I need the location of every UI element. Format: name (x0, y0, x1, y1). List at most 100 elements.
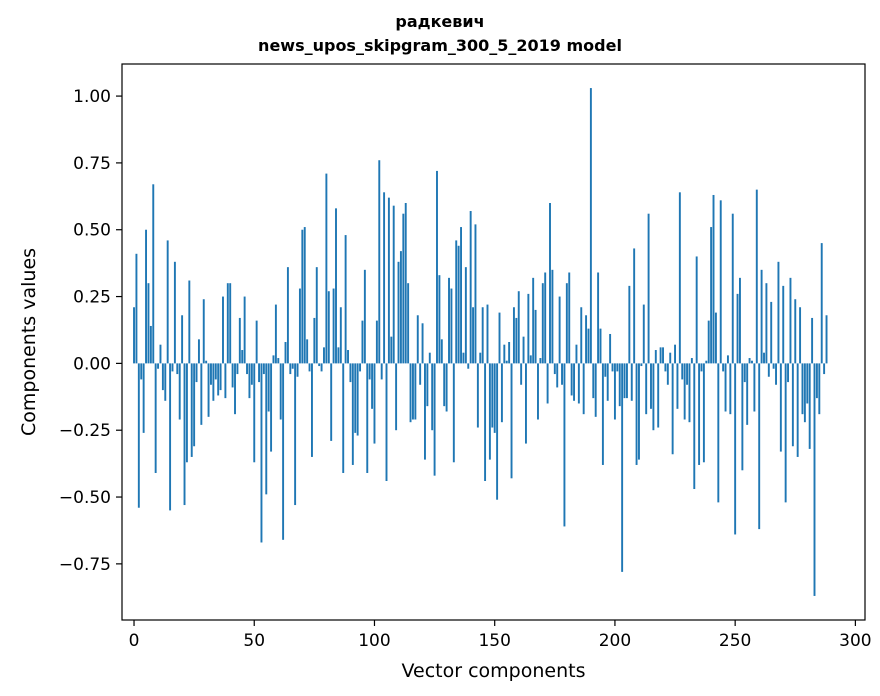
bar-46 (243, 296, 246, 364)
bar-80 (325, 173, 328, 364)
bar-182 (570, 363, 573, 396)
bar-16 (171, 363, 174, 372)
bar-233 (693, 363, 696, 490)
bar-213 (645, 363, 648, 415)
bar-119 (419, 363, 422, 385)
bar-115 (409, 363, 412, 423)
bar-140 (469, 211, 472, 364)
bar-110 (397, 261, 400, 364)
bar-244 (719, 200, 722, 364)
y-axis-label: Components values (18, 248, 40, 436)
x-tick-label: 200 (599, 631, 631, 651)
bar-186 (580, 307, 583, 364)
bar-24 (190, 363, 193, 457)
bar-285 (818, 363, 821, 415)
bar-210 (638, 363, 640, 460)
bar-224 (671, 363, 674, 455)
bar-235 (698, 363, 701, 465)
bar-147 (486, 304, 489, 364)
bar-95 (361, 320, 364, 364)
bar-199 (611, 363, 614, 372)
bar-262 (763, 352, 765, 364)
bar-47 (246, 363, 248, 375)
bar-257 (751, 360, 753, 364)
bar-129 (443, 363, 446, 407)
bar-125 (433, 363, 436, 476)
bar-114 (407, 283, 410, 364)
bar-201 (616, 363, 619, 372)
bar-48 (248, 363, 251, 399)
bar-288 (825, 315, 828, 364)
bar-281 (808, 363, 811, 449)
bar-207 (630, 363, 633, 401)
bar-49 (250, 363, 253, 385)
bar-162 (522, 336, 525, 364)
bar-42 (234, 363, 236, 415)
bar-141 (472, 307, 475, 364)
bar-256 (748, 358, 751, 364)
bar-25 (193, 363, 196, 447)
bar-203 (621, 363, 624, 572)
bar-183 (573, 363, 576, 401)
bar-245 (722, 363, 725, 372)
bar-157 (510, 363, 513, 479)
bar-193 (597, 272, 600, 364)
bar-188 (585, 315, 588, 364)
bar-105 (385, 363, 388, 481)
bar-276 (796, 363, 799, 457)
bar-248 (729, 363, 732, 415)
bar-59 (274, 304, 277, 364)
bar-272 (787, 363, 790, 383)
bar-230 (686, 363, 689, 385)
bar-187 (582, 363, 585, 415)
bar-19 (178, 363, 181, 420)
bar-212 (642, 304, 645, 364)
bar-22 (185, 363, 188, 463)
bar-270 (782, 285, 785, 364)
bar-43 (236, 363, 239, 375)
bar-178 (561, 363, 563, 385)
bar-102 (378, 160, 381, 364)
bar-184 (575, 344, 578, 364)
bar-28 (200, 363, 203, 425)
x-tick-label: 300 (839, 631, 871, 651)
bar-268 (777, 261, 780, 364)
bar-87 (342, 363, 345, 473)
bar-211 (640, 363, 643, 367)
bar-79 (323, 347, 325, 364)
bar-94 (359, 363, 362, 372)
bar-4 (142, 363, 145, 433)
bar-158 (512, 307, 515, 364)
y-tick-label: 1.00 (73, 87, 111, 107)
bar-242 (714, 312, 717, 364)
bar-253 (741, 363, 744, 471)
bar-269 (779, 363, 782, 452)
bar-75 (313, 317, 316, 364)
x-axis-label: Vector components (402, 660, 586, 682)
bar-2 (137, 363, 140, 508)
bar-29 (202, 299, 205, 364)
bar-168 (537, 363, 539, 420)
x-tick-label: 0 (129, 631, 140, 651)
bar-234 (695, 256, 698, 364)
bar-12 (161, 363, 164, 391)
bar-53 (260, 363, 263, 543)
bar-73 (308, 363, 311, 372)
bar-104 (383, 192, 386, 364)
bar-227 (678, 192, 681, 364)
bar-17 (173, 261, 176, 364)
bar-149 (491, 363, 494, 428)
bar-136 (460, 227, 462, 364)
bar-200 (613, 363, 616, 420)
bar-172 (546, 363, 549, 404)
bar-89 (347, 350, 349, 364)
bar-40 (229, 283, 232, 364)
bar-150 (493, 363, 496, 433)
bar-70 (301, 229, 304, 364)
bar-124 (431, 363, 434, 431)
bar-282 (811, 317, 814, 364)
bar-82 (330, 363, 333, 441)
bar-191 (592, 363, 595, 399)
bar-69 (298, 288, 301, 364)
bar-113 (404, 203, 407, 364)
